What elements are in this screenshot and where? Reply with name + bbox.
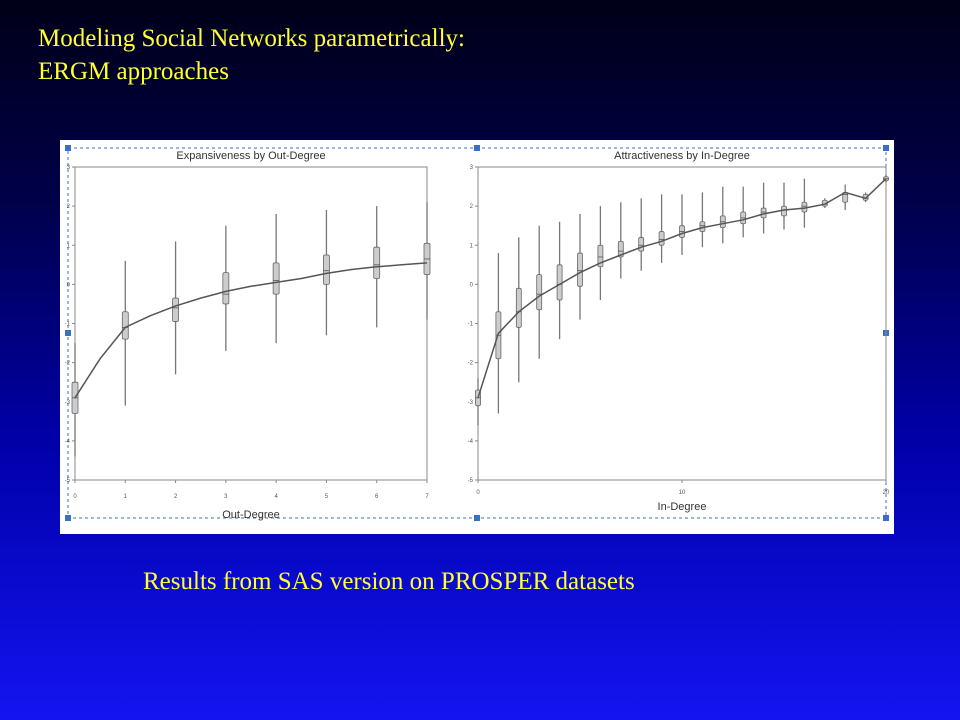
y-tick-label: 1 <box>470 243 474 249</box>
y-tick-label: 3 <box>470 165 474 171</box>
y-tick-label: -5 <box>65 478 71 484</box>
x-tick-label: 5 <box>325 494 329 500</box>
y-tick-label: -3 <box>468 400 474 406</box>
y-tick-label: 1 <box>67 243 71 249</box>
y-tick-label: 0 <box>67 282 71 288</box>
y-tick-label: -2 <box>65 361 71 367</box>
selection-handle[interactable] <box>474 145 480 151</box>
y-tick-label: -4 <box>65 439 71 445</box>
x-tick-label: 0 <box>476 490 480 496</box>
y-tick-label: 0 <box>470 282 474 288</box>
x-tick-label: 4 <box>274 494 278 500</box>
y-tick-label: -5 <box>468 478 474 484</box>
x-tick-label: 6 <box>375 494 379 500</box>
fitted-curve <box>74 262 428 399</box>
chart-title: Expansiveness by Out-Degree <box>176 150 325 162</box>
box-iqr <box>658 231 665 246</box>
box-iqr <box>373 246 381 279</box>
x-tick-label: 10 <box>679 490 686 496</box>
x-axis-label: In-Degree <box>658 501 707 513</box>
selection-handle[interactable] <box>474 515 480 521</box>
box-iqr <box>638 237 645 252</box>
x-tick-label: 7 <box>425 494 429 500</box>
box-iqr <box>272 262 280 295</box>
box-iqr <box>536 274 543 311</box>
y-tick-label: -3 <box>65 400 71 406</box>
selection-handle[interactable] <box>883 515 889 521</box>
y-tick-label: -1 <box>65 322 71 328</box>
y-tick-label: 2 <box>470 204 474 210</box>
figure-panel[interactable]: Expansiveness by Out-Degree 3 2 1 0 -1 -2 -3 -4-… <box>60 140 894 534</box>
y-tick-label: 2 <box>67 204 71 210</box>
box-iqr <box>172 297 179 322</box>
box-iqr <box>121 311 129 340</box>
selection-handle[interactable] <box>883 145 889 151</box>
x-tick-label: 0 <box>73 494 77 500</box>
chart-title: Attractiveness by In-Degree <box>614 150 750 162</box>
chart-panel-1: Expansiveness by Out-Degree 3 2 1 0 -1 -2 -3 -4 -… <box>65 150 431 521</box>
y-tick-label: -1 <box>468 322 474 328</box>
chart-panel-2: Attractiveness by In-Degree3210-1-2-3-4-… <box>468 150 890 513</box>
x-tick-label: 3 <box>224 494 228 500</box>
y-tick-label: -2 <box>468 361 474 367</box>
selection-handle[interactable] <box>65 515 71 521</box>
x-tick-label: 20 <box>883 490 890 496</box>
figure-svg: Expansiveness by Out-Degree3210-1-2-3-4-… <box>65 145 890 521</box>
x-tick-label: 1 <box>124 494 128 500</box>
x-tick-label: 2 <box>174 494 178 500</box>
box-iqr <box>323 254 330 285</box>
y-tick-label: 3 <box>67 165 71 171</box>
box-iqr <box>515 287 522 328</box>
box-iqr <box>577 252 583 287</box>
slide-title-line2: ERGM approaches <box>38 58 229 85</box>
y-tick-label: -4 <box>468 439 474 445</box>
x-axis-label: Out-Degree <box>222 509 279 521</box>
box-iqr <box>617 240 624 258</box>
slide-caption: Results from SAS version on PROSPER data… <box>143 568 635 595</box>
slide-title: Modeling Social Networks parametrically:… <box>38 22 465 88</box>
selection-handle[interactable] <box>65 330 71 336</box>
box-iqr <box>222 272 230 305</box>
box-iqr <box>556 264 563 301</box>
box-iqr <box>597 244 604 268</box>
selection-handle[interactable] <box>65 145 71 151</box>
fitted-curve <box>477 178 887 399</box>
slide-title-line1: Modeling Social Networks parametrically: <box>38 25 465 52</box>
